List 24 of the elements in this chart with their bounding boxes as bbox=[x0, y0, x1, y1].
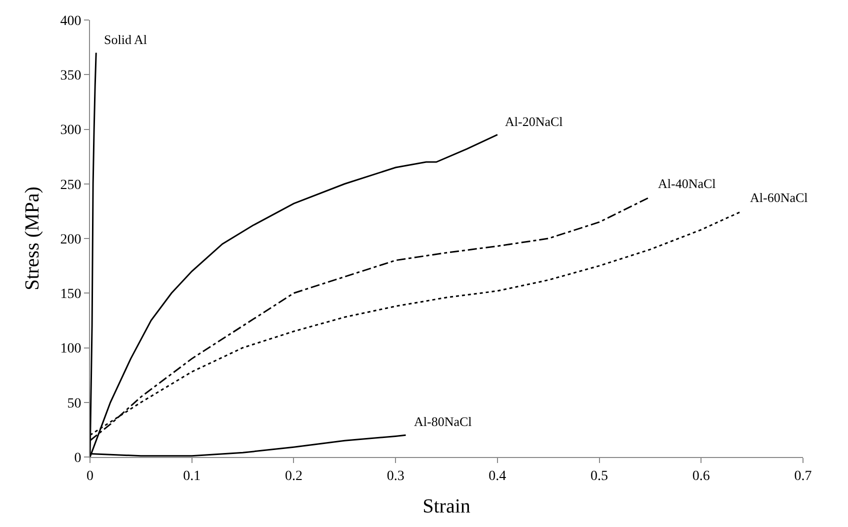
y-axis-title: Stress (MPa) bbox=[22, 186, 44, 290]
series-label: Al-80NaCl bbox=[414, 414, 472, 429]
y-tick-label: 150 bbox=[60, 287, 82, 302]
y-tick-label: 300 bbox=[60, 123, 82, 138]
y-tick-label: 400 bbox=[60, 14, 82, 29]
x-tick-label: 0.2 bbox=[284, 468, 302, 484]
series-label: Al-60NaCl bbox=[750, 190, 808, 205]
x-tick-label: 0.3 bbox=[386, 468, 404, 484]
y-tick-label: 50 bbox=[67, 396, 82, 412]
y-tick-label: 350 bbox=[60, 68, 82, 84]
series-label: Solid Al bbox=[104, 32, 148, 47]
series-label: Al-40NaCl bbox=[658, 176, 716, 191]
x-tick-label: 0.7 bbox=[794, 468, 812, 484]
x-tick-label: 0.1 bbox=[183, 468, 201, 484]
x-tick-label: 0.6 bbox=[692, 468, 710, 484]
y-tick-label: 0 bbox=[74, 450, 82, 466]
x-tick-label: 0 bbox=[86, 468, 94, 484]
x-axis-title: Strain bbox=[422, 495, 470, 518]
x-tick-label: 0.5 bbox=[590, 468, 608, 484]
y-tick-label: 100 bbox=[60, 342, 82, 357]
y-tick-label: 200 bbox=[60, 232, 82, 248]
x-tick-label: 0.4 bbox=[488, 468, 506, 484]
series-label: Al-20NaCl bbox=[505, 114, 564, 129]
y-tick-label: 250 bbox=[60, 178, 82, 193]
